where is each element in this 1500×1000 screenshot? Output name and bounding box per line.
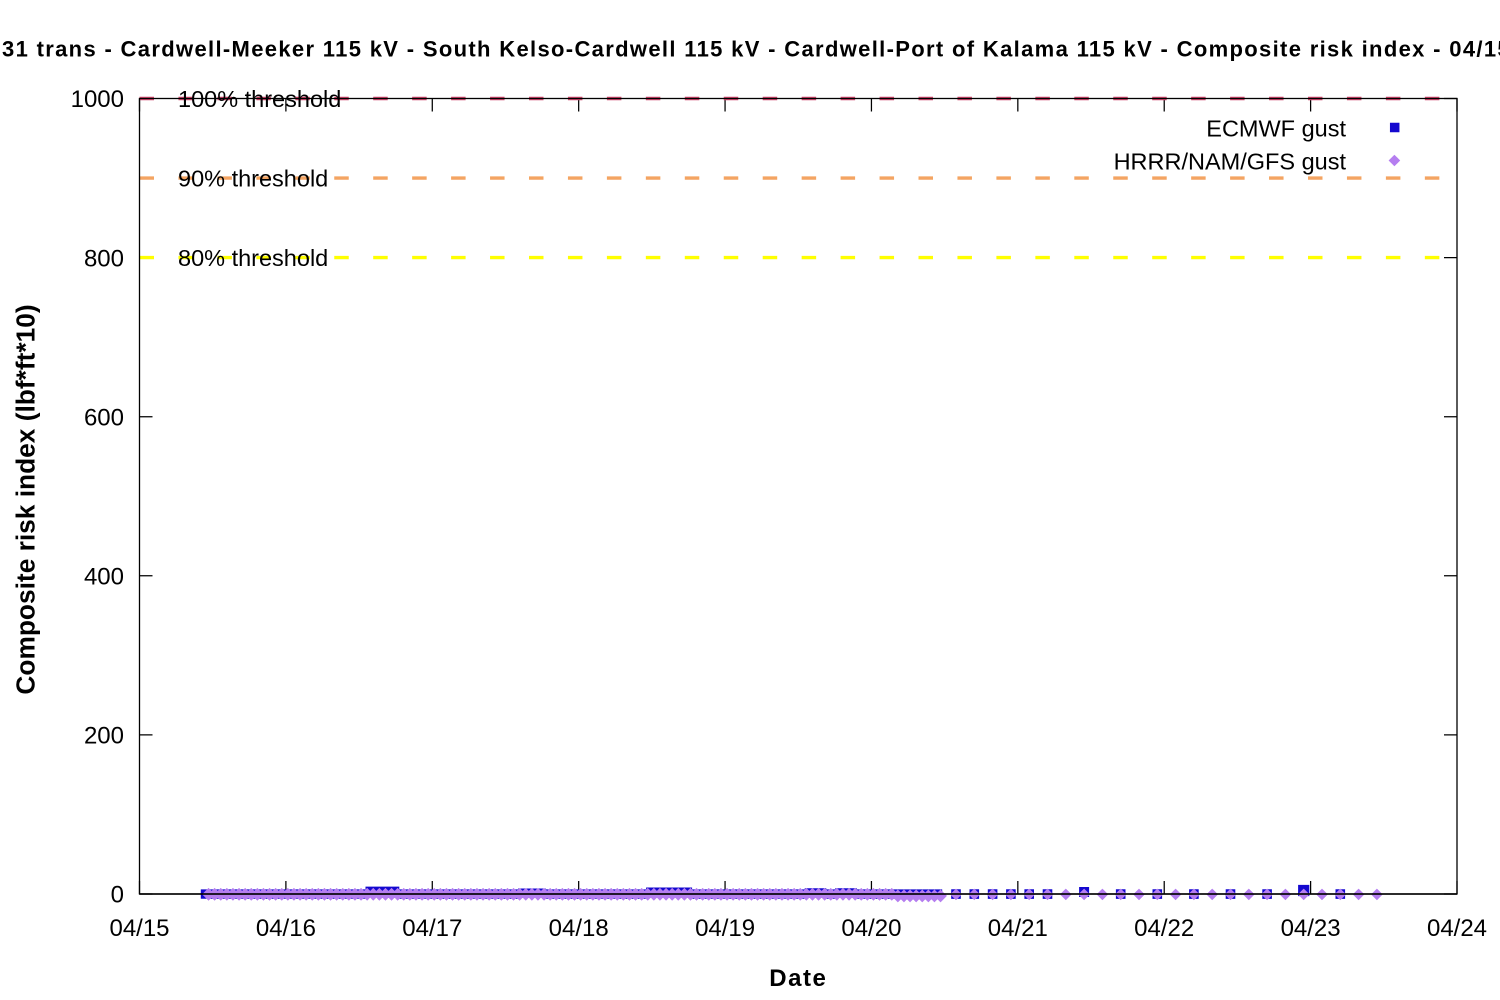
svg-text:04/21: 04/21 (988, 915, 1048, 942)
svg-text:04/24: 04/24 (1427, 915, 1487, 942)
svg-text:800: 800 (84, 245, 124, 272)
svg-text:04/22: 04/22 (1134, 915, 1194, 942)
svg-text:04/17: 04/17 (402, 915, 462, 942)
svg-text:600: 600 (84, 404, 124, 431)
svg-text:400: 400 (84, 564, 124, 591)
svg-text:04/23: 04/23 (1281, 915, 1341, 942)
svg-text:ECMWF gust: ECMWF gust (1206, 115, 1346, 141)
svg-text:31 trans - Cardwell-Meeker 115: 31 trans - Cardwell-Meeker 115 kV - Sout… (2, 37, 1500, 62)
svg-text:90% threshold: 90% threshold (178, 166, 328, 192)
svg-text:Date: Date (769, 965, 827, 992)
svg-text:04/19: 04/19 (695, 915, 755, 942)
svg-text:HRRR/NAM/GFS gust: HRRR/NAM/GFS gust (1114, 148, 1347, 174)
svg-text:04/16: 04/16 (256, 915, 316, 942)
svg-text:80% threshold: 80% threshold (178, 245, 328, 271)
svg-text:200: 200 (84, 723, 124, 750)
svg-text:04/15: 04/15 (109, 915, 169, 942)
svg-text:Composite risk index (lbf*ft*1: Composite risk index (lbf*ft*10) (11, 304, 41, 694)
svg-text:1000: 1000 (71, 86, 124, 113)
svg-text:04/20: 04/20 (841, 915, 901, 942)
svg-text:0: 0 (111, 882, 124, 909)
svg-text:04/18: 04/18 (549, 915, 609, 942)
svg-text:100% threshold: 100% threshold (178, 86, 341, 112)
